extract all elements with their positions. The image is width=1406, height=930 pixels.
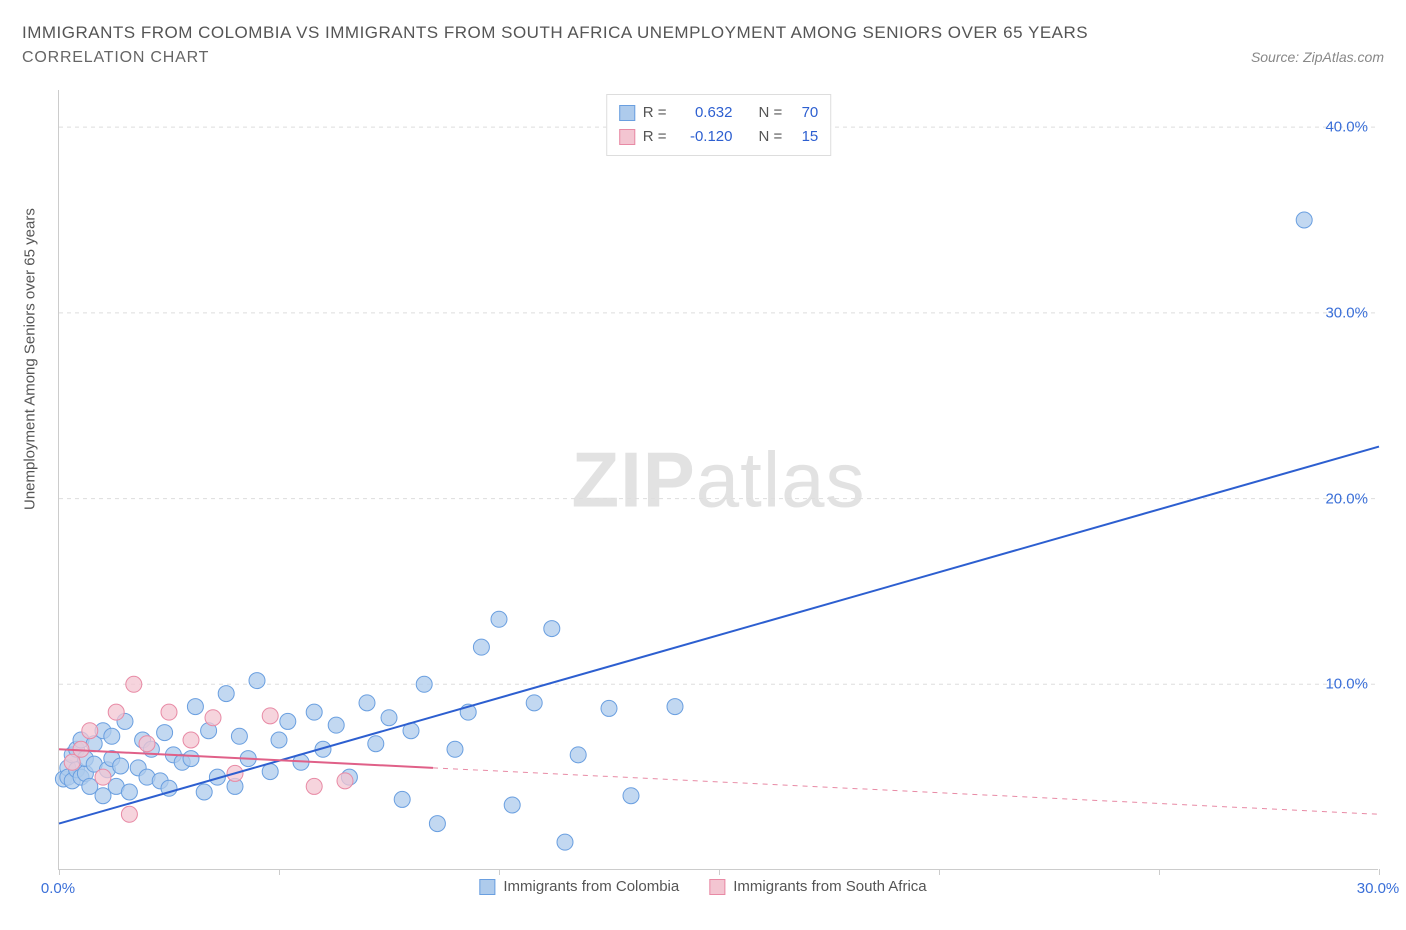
stats-legend-row: R = 0.632 N = 70 <box>619 101 819 125</box>
data-point <box>113 758 129 774</box>
data-point <box>183 732 199 748</box>
x-tick-label: 30.0% <box>1357 880 1400 897</box>
data-point <box>429 816 445 832</box>
chart-container: Unemployment Among Seniors over 65 years… <box>0 90 1406 900</box>
data-point <box>667 699 683 715</box>
data-point <box>601 700 617 716</box>
data-point <box>504 797 520 813</box>
data-point <box>271 732 287 748</box>
y-tick-label: 20.0% <box>1325 490 1368 507</box>
stats-legend: R = 0.632 N = 70 R = -0.120 N = 15 <box>606 94 832 156</box>
x-tick-mark <box>939 869 940 875</box>
x-tick-mark <box>59 869 60 875</box>
y-tick-label: 10.0% <box>1325 676 1368 693</box>
data-point <box>231 728 247 744</box>
legend-swatch <box>619 105 635 121</box>
plot-area: ZIPatlas R =0.632N =70R =-0.120N =15 10.… <box>58 90 1378 870</box>
stat-r-label: R = <box>643 101 667 125</box>
data-point <box>337 773 353 789</box>
x-tick-mark <box>1379 869 1380 875</box>
legend-swatch <box>709 879 725 895</box>
data-point <box>157 725 173 741</box>
data-point <box>95 769 111 785</box>
data-point <box>473 639 489 655</box>
data-point <box>328 717 344 733</box>
data-point <box>121 784 137 800</box>
stat-n-value: 15 <box>790 125 818 149</box>
data-point <box>570 747 586 763</box>
data-point <box>1296 212 1312 228</box>
stats-legend-row: R = -0.120 N = 15 <box>619 125 819 149</box>
x-tick-label: 0.0% <box>41 880 75 897</box>
data-point <box>262 764 278 780</box>
data-point <box>82 723 98 739</box>
series-legend-label: Immigrants from South Africa <box>733 878 926 895</box>
x-tick-mark <box>719 869 720 875</box>
stat-n-label: N = <box>759 125 783 149</box>
data-point <box>205 710 221 726</box>
data-point <box>359 695 375 711</box>
data-point <box>196 784 212 800</box>
legend-swatch <box>479 879 495 895</box>
y-axis-label: Unemployment Among Seniors over 65 years <box>22 208 39 510</box>
data-point <box>218 686 234 702</box>
data-point <box>368 736 384 752</box>
stat-n-value: 70 <box>790 101 818 125</box>
stat-r-value: 0.632 <box>675 101 733 125</box>
source-attribution: Source: ZipAtlas.com <box>1251 49 1384 65</box>
stat-n-label: N = <box>759 101 783 125</box>
data-point <box>104 728 120 744</box>
trend-extrapolation <box>433 768 1379 814</box>
x-tick-mark <box>1159 869 1160 875</box>
x-tick-mark <box>279 869 280 875</box>
data-point <box>491 611 507 627</box>
series-legend-label: Immigrants from Colombia <box>503 878 679 895</box>
data-point <box>249 673 265 689</box>
data-point <box>447 741 463 757</box>
data-point <box>280 713 296 729</box>
scatter-svg <box>59 90 1378 869</box>
data-point <box>557 834 573 850</box>
data-point <box>306 778 322 794</box>
chart-title: IMMIGRANTS FROM COLOMBIA VS IMMIGRANTS F… <box>22 18 1384 49</box>
data-point <box>262 708 278 724</box>
subtitle-row: CORRELATION CHART Source: ZipAtlas.com <box>22 49 1384 67</box>
data-point <box>126 676 142 692</box>
data-point <box>108 704 124 720</box>
data-point <box>121 806 137 822</box>
data-point <box>187 699 203 715</box>
series-legend-item: Immigrants from South Africa <box>709 878 926 895</box>
chart-header: IMMIGRANTS FROM COLOMBIA VS IMMIGRANTS F… <box>0 0 1406 67</box>
chart-subtitle: CORRELATION CHART <box>22 49 209 67</box>
stat-r-value: -0.120 <box>675 125 733 149</box>
data-point <box>161 704 177 720</box>
data-point <box>416 676 432 692</box>
data-point <box>139 736 155 752</box>
legend-swatch <box>619 129 635 145</box>
y-tick-label: 30.0% <box>1325 304 1368 321</box>
data-point <box>526 695 542 711</box>
data-point <box>623 788 639 804</box>
data-point <box>306 704 322 720</box>
data-point <box>394 791 410 807</box>
trend-line <box>59 447 1379 824</box>
series-legend-item: Immigrants from Colombia <box>479 878 679 895</box>
data-point <box>544 621 560 637</box>
series-legend: Immigrants from Colombia Immigrants from … <box>479 878 926 895</box>
data-point <box>381 710 397 726</box>
x-tick-mark <box>499 869 500 875</box>
stat-r-label: R = <box>643 125 667 149</box>
y-tick-label: 40.0% <box>1325 119 1368 136</box>
data-point <box>183 751 199 767</box>
